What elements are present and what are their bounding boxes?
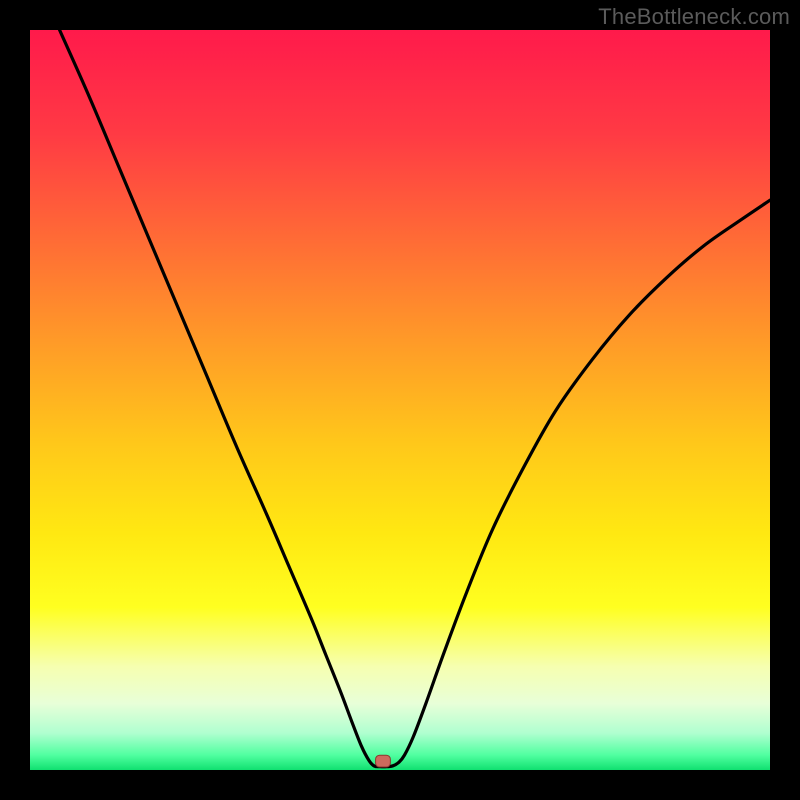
watermark-text: TheBottleneck.com [598, 4, 790, 30]
chart-frame: TheBottleneck.com [0, 0, 800, 800]
optimal-marker [376, 755, 391, 767]
curve-path [60, 30, 770, 767]
plot-area [30, 30, 770, 770]
bottleneck-curve [30, 30, 770, 770]
